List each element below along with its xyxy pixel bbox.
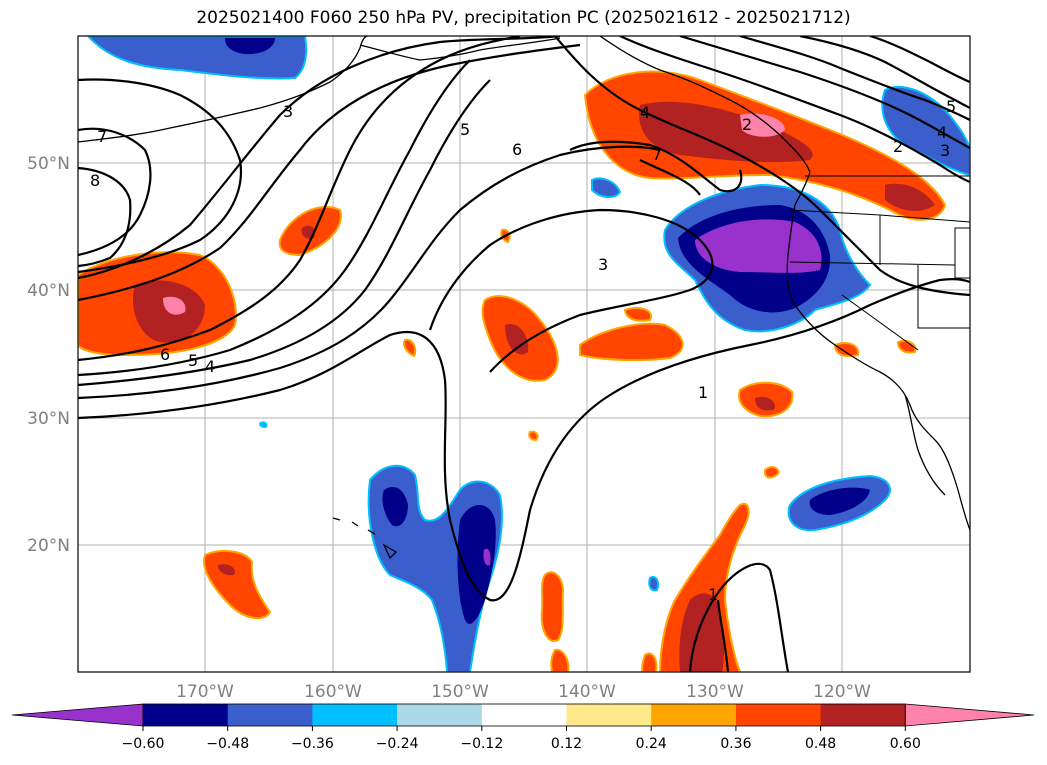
- colorbar-segment: [143, 704, 229, 726]
- coastlines: [78, 36, 970, 560]
- colorbar-tick-label: 0.60: [890, 736, 921, 752]
- colorbar-segment: [566, 704, 652, 726]
- pv-label: 7: [652, 145, 662, 164]
- precip-negative-areas: [86, 36, 970, 672]
- pv-label: 1: [698, 383, 708, 402]
- colorbar-tick-label: −0.48: [206, 736, 249, 752]
- precip-area-northeast: [881, 85, 970, 177]
- map-title: 2025021400 F060 250 hPa PV, precipitatio…: [196, 8, 851, 28]
- pv-label: 4: [640, 103, 650, 122]
- colorbar: −0.60 −0.48 −0.36 −0.24 −0.12 0.12 0.24 0.36 0.4…: [11, 703, 1035, 752]
- colorbar-segment: [227, 704, 313, 726]
- lat-label: 20°N: [27, 536, 70, 556]
- colorbar-segment: [651, 704, 737, 726]
- colorbar-extend-low: [11, 703, 144, 727]
- pv-contour-labels: 7 8 6 5 4 3 5 6 3 1 4 2 7 2 5 4 3 1: [90, 97, 956, 604]
- pv-label: 3: [598, 255, 608, 274]
- pv-label: 3: [940, 141, 950, 160]
- pv-label: 1: [708, 585, 718, 604]
- colorbar-segment: [312, 704, 398, 726]
- pv-label: 5: [460, 120, 470, 139]
- pv-label: 2: [893, 137, 903, 156]
- latitude-labels: 50°N 40°N 30°N 20°N: [27, 154, 70, 556]
- pv-label: 5: [946, 97, 956, 116]
- pv-label: 5: [188, 351, 198, 370]
- pv-label: 3: [283, 102, 293, 121]
- precip-area-central: [579, 322, 684, 362]
- colorbar-tick-label: 0.48: [805, 736, 836, 752]
- lon-label: 170°W: [176, 682, 234, 702]
- pv-label: 2: [742, 115, 752, 134]
- precip-area-south-central: [540, 571, 565, 642]
- pv-contours: [78, 36, 970, 672]
- lon-label: 140°W: [558, 682, 616, 702]
- precip-positive-areas: [78, 70, 947, 672]
- longitude-labels: 170°W 160°W 150°W 140°W 130°W 120°W: [176, 682, 871, 702]
- pv-label: 8: [90, 171, 100, 190]
- lon-label: 150°W: [431, 682, 489, 702]
- pv-label: 4: [937, 123, 947, 142]
- colorbar-segment: [820, 704, 906, 726]
- colorbar-segment: [735, 704, 822, 726]
- lon-label: 160°W: [304, 682, 362, 702]
- pv-contour-1: [78, 36, 561, 280]
- colorbar-tick-label: −0.36: [291, 736, 334, 752]
- colorbar-tick-label: −0.60: [122, 736, 165, 752]
- colorbar-segment: [397, 704, 483, 726]
- lat-label: 50°N: [27, 154, 70, 174]
- colorbar-tick-label: −0.12: [460, 736, 503, 752]
- map-frame: [77, 35, 971, 673]
- pv-label: 7: [97, 127, 107, 146]
- map-area: 7 8 6 5 4 3 5 6 3 1 4 2 7 2 5 4 3 1: [78, 36, 970, 672]
- pv-label: 6: [160, 345, 170, 364]
- lon-label: 120°W: [813, 682, 871, 702]
- pv-label: 4: [205, 357, 215, 376]
- coastline-alaska-aleutians: [78, 36, 369, 143]
- coastline-gulf-of-alaska: [599, 36, 811, 173]
- colorbar-tick-label: 0.24: [636, 736, 667, 752]
- colorbar-frame: [142, 703, 906, 727]
- lon-label: 130°W: [686, 682, 744, 702]
- coastline-west-coast: [786, 171, 970, 531]
- lat-label: 30°N: [27, 409, 70, 429]
- pv-label: 6: [512, 140, 522, 159]
- colorbar-segment: [481, 704, 567, 726]
- colorbar-tick-label: −0.24: [376, 736, 419, 752]
- lat-label: 40°N: [27, 281, 70, 301]
- colorbar-extend-high: [904, 703, 1035, 727]
- colorbar-tick-label: 0.12: [551, 736, 582, 752]
- colorbar-tick-label: 0.36: [720, 736, 751, 752]
